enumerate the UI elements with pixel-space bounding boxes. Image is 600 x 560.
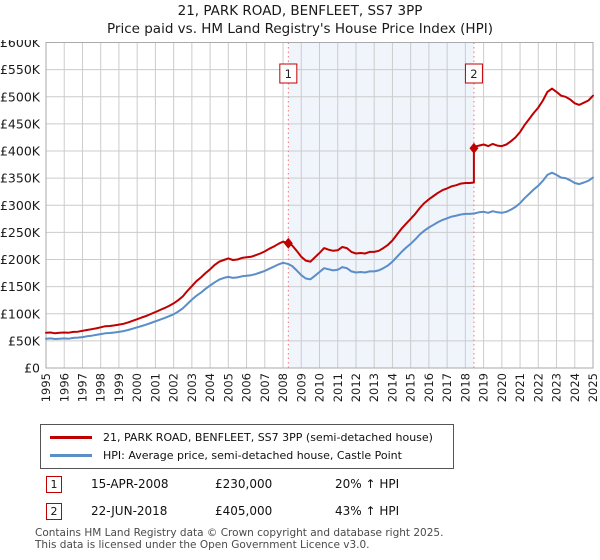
sale-1-date: 15-APR-2008 (91, 477, 169, 491)
x-axis-tick-label: 2014 (385, 373, 399, 402)
x-axis-tick-label: 2017 (440, 373, 454, 402)
x-axis-tick-label: 2025 (586, 373, 600, 402)
legend: 21, PARK ROAD, BENFLEET, SS7 3PP (semi-d… (40, 424, 454, 469)
sale-row-1: 1 15-APR-2008 £230,000 20% ↑ HPI (0, 476, 600, 494)
x-axis-tick-label: 2006 (240, 373, 254, 402)
y-axis-tick-label: £50K (8, 333, 41, 348)
series-line (45, 171, 594, 340)
x-axis-tick-label: 2001 (148, 373, 162, 402)
x-axis-tick-label: 2011 (331, 373, 345, 402)
sale-2-flag-number: 2 (470, 67, 477, 81)
price-chart: £0 £50K £100K £150K £200K £250K £300K £350K £400… (0, 40, 600, 402)
x-axis-tick-label: 2019 (477, 373, 491, 402)
x-axis-tick-label: 2021 (513, 373, 527, 402)
series-line (45, 87, 594, 335)
x-axis-tick-label: 1995 (39, 373, 53, 402)
y-axis-tick-label: £500K (0, 89, 41, 104)
x-axis-tick-label: 2007 (258, 373, 272, 402)
x-axis-tick-label: 2000 (130, 373, 144, 402)
x-axis-tick-label: 2016 (422, 373, 436, 402)
sale-1-flag-number: 1 (285, 67, 292, 81)
y-axis-tick-label: £400K (0, 144, 41, 159)
sale-2-date: 22-JUN-2018 (91, 504, 168, 518)
sale-row-2: 2 22-JUN-2018 £405,000 43% ↑ HPI (0, 503, 600, 521)
footer-line-2: This data is licensed under the Open Gov… (35, 538, 370, 551)
y-axis-tick-label: £150K (0, 279, 41, 294)
y-axis-tick-label: £350K (0, 171, 41, 186)
page-subtitle: Price paid vs. HM Land Registry's House … (107, 21, 493, 37)
x-axis-tick-label: 2004 (203, 373, 217, 402)
y-axis-tick-label: £0 (24, 361, 40, 376)
y-axis-tick-label: £550K (0, 62, 41, 77)
x-axis-tick-label: 2023 (550, 373, 564, 402)
y-axis-tick-label: £100K (0, 306, 41, 321)
legend-item-property: 21, PARK ROAD, BENFLEET, SS7 3PP (semi-d… (50, 431, 444, 444)
property-line-sample (50, 436, 92, 439)
x-axis-tick-label: 2002 (167, 373, 181, 402)
y-axis-tick-label: £300K (0, 198, 41, 213)
x-axis-tick-label: 1996 (57, 373, 71, 402)
plot-border (45, 42, 594, 369)
sale-1-price: £230,000 (215, 477, 273, 491)
x-axis-tick-label: 1999 (112, 373, 126, 402)
sale-2-price: £405,000 (215, 504, 273, 518)
copyright-footer: Contains HM Land Registry data © Crown c… (35, 527, 444, 551)
sale-2-number-badge: 2 (46, 503, 62, 520)
sale-2-flag (464, 63, 483, 84)
y-axis-tick-label: £200K (0, 252, 41, 267)
page-title: 21, PARK ROAD, BENFLEET, SS7 3PP (177, 3, 423, 19)
x-axis-tick-label: 2024 (568, 373, 582, 402)
legend-label-hpi: HPI: Average price, semi-detached house,… (103, 449, 402, 462)
x-axis-tick-label: 2022 (531, 373, 545, 402)
sale-2-point (469, 142, 479, 154)
footer-line-1: Contains HM Land Registry data © Crown c… (35, 527, 444, 539)
x-axis-tick-label: 2015 (404, 373, 418, 402)
sale-1-number-badge: 1 (46, 476, 62, 493)
legend-item-hpi: HPI: Average price, semi-detached house,… (50, 449, 444, 462)
y-axis-tick-label: £250K (0, 225, 41, 240)
sale-2-hpi-delta: 43% ↑ HPI (335, 504, 400, 518)
sale-1-point (283, 237, 293, 249)
x-axis-tick-label: 2009 (294, 373, 308, 402)
y-axis-tick-label: £450K (0, 116, 41, 131)
x-axis-tick-label: 1997 (75, 373, 89, 402)
hpi-line-sample (50, 454, 92, 457)
x-axis-tick-label: 2012 (349, 373, 363, 402)
x-axis-tick-label: 2010 (313, 373, 327, 402)
x-axis-tick-label: 2003 (185, 373, 199, 402)
x-axis-tick-label: 2008 (276, 373, 290, 402)
x-axis-tick-label: 2005 (221, 373, 235, 402)
y-axis-tick-label: £600K (0, 40, 41, 50)
x-axis-tick-label: 2020 (495, 373, 509, 402)
sale-1-flag (279, 63, 298, 84)
sale-1-hpi-delta: 20% ↑ HPI (335, 477, 400, 491)
x-axis-tick-label: 2018 (458, 373, 472, 402)
x-axis-tick-label: 2013 (367, 373, 381, 402)
x-axis-tick-label: 1998 (94, 373, 108, 402)
legend-label-property: 21, PARK ROAD, BENFLEET, SS7 3PP (semi-d… (103, 431, 433, 444)
